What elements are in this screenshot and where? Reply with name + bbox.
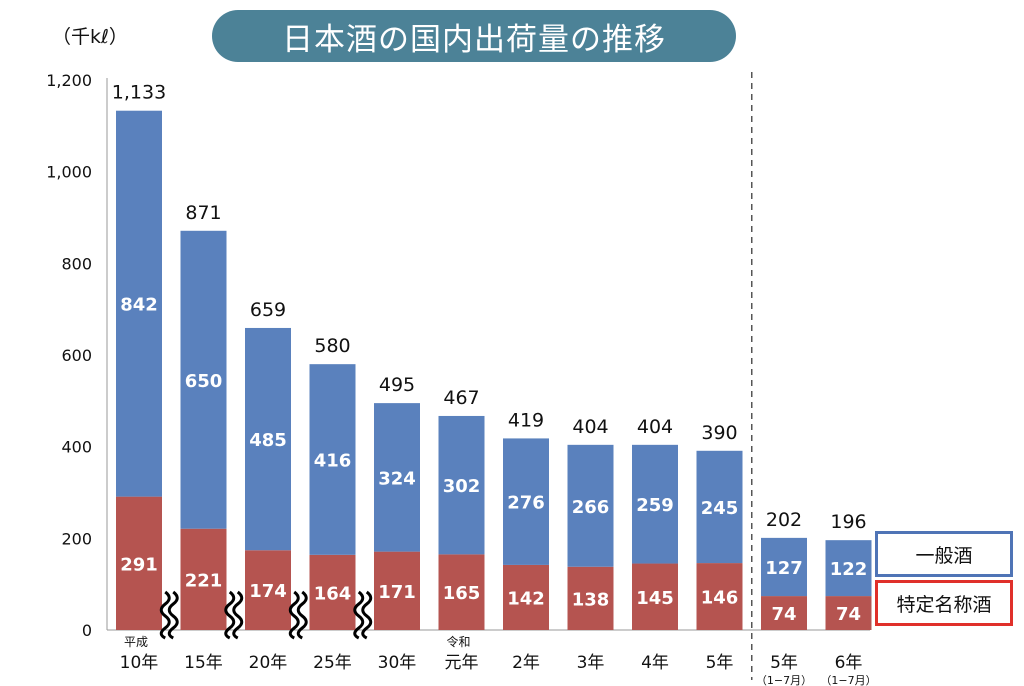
- bar-value-label: 127: [765, 558, 803, 579]
- bar-total-label: 495: [379, 374, 415, 396]
- bar-value-label: 245: [701, 498, 739, 519]
- bar-segment-special: [696, 563, 743, 630]
- bar-value-label: 485: [249, 430, 287, 451]
- bar-total-label: 467: [443, 387, 479, 409]
- bar-value-label: 171: [378, 582, 416, 603]
- bar-value-label: 259: [636, 495, 674, 516]
- x-tick-label: 4年: [641, 653, 669, 673]
- bar-value-label: 174: [249, 581, 287, 602]
- y-tick-label: 600: [61, 346, 92, 365]
- bar-value-label: 165: [443, 583, 481, 604]
- period-note: （1−7月）: [756, 674, 812, 686]
- bar-total-label: 871: [185, 202, 221, 224]
- bar-segment-general: [309, 364, 356, 555]
- y-tick-label: 800: [61, 254, 92, 273]
- era-label: 令和: [446, 634, 470, 649]
- bar-value-label: 122: [830, 559, 868, 580]
- y-tick-label: 1,200: [46, 71, 92, 90]
- x-tick-label: 25年: [313, 653, 352, 673]
- bar-value-label: 276: [507, 493, 545, 514]
- bar-segment-general: [438, 415, 485, 555]
- x-tick-label: 5年: [770, 653, 798, 673]
- legend-general-sake: 一般酒: [875, 531, 1013, 577]
- bar-value-label: 324: [378, 468, 416, 489]
- legend-special-sake: 特定名称酒: [875, 580, 1013, 626]
- axis-break-mark: [288, 590, 300, 640]
- bar-segment-general: [503, 438, 549, 565]
- bar-total-label: 404: [637, 416, 673, 438]
- bar-segment-special: [632, 563, 678, 630]
- chart-title: 日本酒の国内出荷量の推移: [212, 10, 736, 62]
- x-tick-label: 10年: [120, 653, 159, 673]
- bar-segment-special: [116, 496, 162, 630]
- bar-segment-special: [180, 528, 227, 630]
- axis-break-mark: [159, 590, 171, 640]
- axis-break-mark: [167, 590, 179, 640]
- x-tick-label: 3年: [577, 653, 605, 673]
- y-tick-label: 200: [61, 529, 92, 548]
- bar-total-label: 390: [701, 422, 737, 444]
- bar-value-label: 291: [120, 554, 158, 575]
- period-note: （1−7月）: [820, 674, 876, 686]
- bar-value-label: 164: [314, 583, 352, 604]
- bar-segment-special: [309, 554, 356, 630]
- bar-value-label: 74: [771, 604, 796, 625]
- bar-segment-general: [696, 450, 743, 564]
- x-tick-label: 元年: [445, 653, 479, 673]
- axis-break-mark: [361, 590, 373, 640]
- bar-value-label: 221: [185, 570, 223, 591]
- axis-break-mark: [232, 590, 244, 640]
- bar-segment-general: [632, 444, 678, 564]
- bar-value-label: 416: [314, 451, 352, 472]
- bar-segment-general: [116, 110, 162, 497]
- bar-value-label: 138: [572, 589, 610, 610]
- bar-segment-general: [374, 403, 420, 552]
- axis-break-mark: [296, 590, 308, 640]
- x-tick-label: 20年: [249, 653, 288, 673]
- x-tick-label: 5年: [706, 653, 734, 673]
- bar-segment-general: [245, 327, 291, 551]
- axis-break-mark: [353, 590, 365, 640]
- x-tick-label: 15年: [184, 653, 223, 673]
- bar-segment-general: [180, 230, 227, 529]
- era-label: 平成: [124, 635, 148, 649]
- x-tick-label: 6年: [835, 653, 863, 673]
- bar-total-label: 580: [314, 335, 350, 357]
- bar-total-label: 659: [250, 299, 286, 321]
- bar-segment-special: [761, 596, 807, 630]
- y-tick-label: 400: [61, 438, 92, 457]
- bar-total-label: 202: [766, 509, 802, 531]
- bar-total-label: 196: [830, 511, 866, 533]
- bar-segment-special: [503, 564, 549, 630]
- y-axis-unit: （千kℓ）: [52, 26, 128, 48]
- bar-segment-special: [825, 596, 872, 630]
- bar-total-label: 1,133: [112, 82, 166, 104]
- bar-segment-special: [438, 554, 485, 630]
- bar-value-label: 146: [701, 588, 739, 609]
- axis-break-mark: [224, 590, 236, 640]
- bar-segment-special: [245, 550, 291, 630]
- bar-value-label: 74: [836, 604, 861, 625]
- x-tick-label: 2年: [512, 653, 540, 673]
- bar-value-label: 650: [185, 371, 223, 392]
- x-tick-label: 30年: [378, 653, 417, 673]
- bar-segment-special: [567, 566, 614, 630]
- y-tick-label: 0: [82, 621, 92, 640]
- bar-value-label: 842: [120, 295, 158, 316]
- bar-value-label: 145: [636, 588, 674, 609]
- bar-total-label: 404: [572, 416, 608, 438]
- bar-segment-general: [567, 444, 614, 567]
- bar-segment-special: [374, 551, 420, 630]
- bar-value-label: 302: [443, 476, 481, 497]
- bar-segment-general: [761, 537, 807, 597]
- bar-value-label: 142: [507, 588, 545, 609]
- bar-segment-general: [825, 540, 872, 597]
- bar-value-label: 266: [572, 497, 610, 518]
- bar-total-label: 419: [508, 409, 544, 431]
- y-tick-label: 1,000: [46, 163, 92, 182]
